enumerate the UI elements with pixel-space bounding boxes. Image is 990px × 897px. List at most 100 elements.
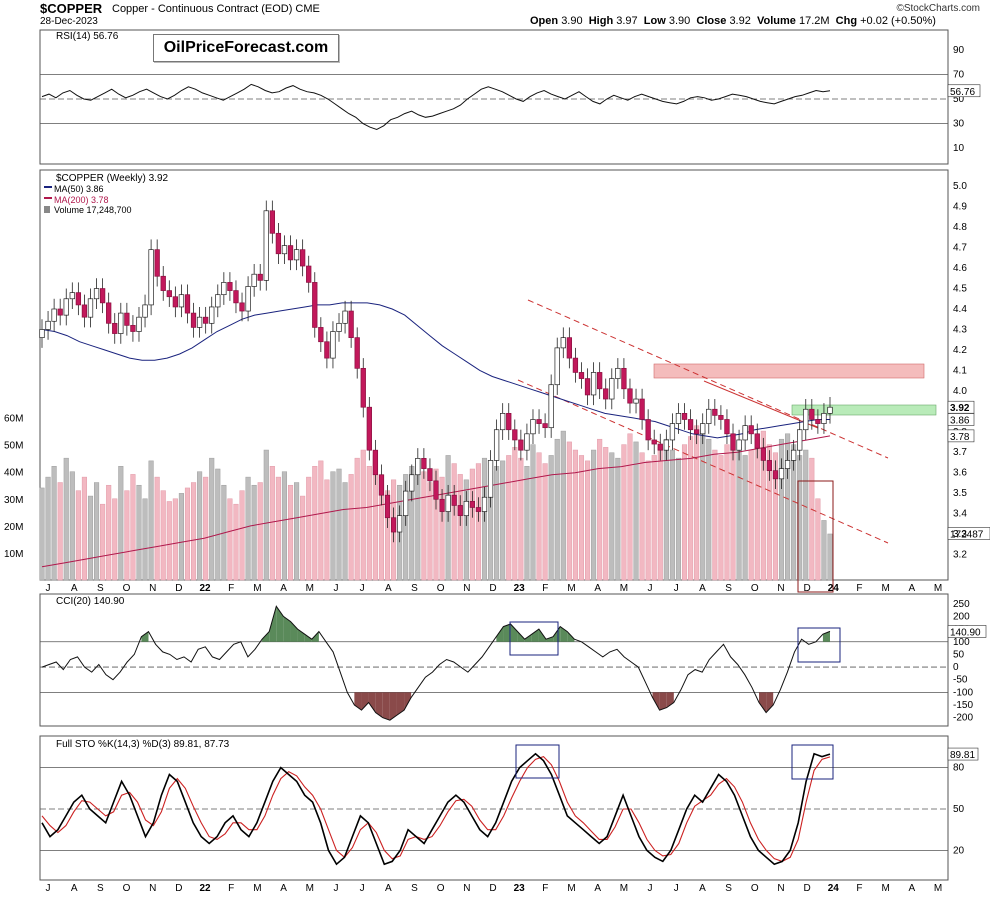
candle-body	[330, 331, 336, 359]
volume-bar	[597, 438, 603, 581]
candle-body	[469, 500, 476, 508]
volume-bar	[821, 520, 827, 581]
ma200-swatch	[44, 197, 52, 199]
x-axis-label: J	[674, 883, 679, 894]
volume-bar	[560, 430, 566, 581]
cci-tick-label: 250	[953, 599, 970, 610]
candle-body	[530, 419, 536, 435]
candle-body	[390, 517, 397, 533]
x-axis-label: A	[71, 883, 78, 894]
x-axis-label: M	[253, 583, 261, 594]
candle-body	[112, 322, 118, 334]
candle-body	[233, 290, 239, 304]
candle-body	[221, 282, 227, 296]
resistance-zone	[653, 363, 925, 379]
sto-current-tag	[947, 747, 979, 761]
volume-bar	[360, 449, 366, 581]
volume-bar	[94, 482, 100, 581]
candle-body	[166, 290, 172, 298]
volume-highlight-box	[797, 480, 834, 593]
candle-body	[645, 419, 651, 441]
volume-bar	[57, 482, 63, 581]
x-axis-label: A	[71, 583, 78, 594]
cci-highlight-box-1	[509, 621, 559, 656]
volume-bar	[178, 493, 184, 581]
volume-bar	[463, 479, 469, 581]
candle-body	[427, 468, 433, 482]
candle-body	[615, 367, 621, 379]
volume-tick-label: 50M	[4, 441, 23, 452]
x-axis-label: M	[567, 883, 575, 894]
cci-fill	[141, 606, 830, 721]
price-tick-label: 3.7	[953, 447, 967, 458]
price-tick-label: 4.0	[953, 386, 967, 397]
candle-body	[536, 419, 542, 424]
candle-body	[512, 429, 518, 441]
volume-bar	[281, 471, 288, 581]
volume-bar	[112, 498, 118, 581]
cci-overbought-fill	[269, 606, 277, 642]
price-tick-label: 3.5	[953, 488, 967, 499]
volume-bar	[572, 449, 578, 581]
x-axis-label: A	[385, 583, 392, 594]
volume-bar	[342, 482, 348, 581]
low-value: 3.90	[668, 15, 691, 27]
candle-body	[687, 419, 694, 431]
candle-body	[184, 294, 191, 314]
volume-swatch	[44, 206, 50, 213]
candle-body	[281, 245, 288, 255]
candle-body	[506, 413, 512, 431]
candle-body	[203, 316, 209, 324]
volume-bar	[736, 447, 742, 581]
volume-bar	[451, 463, 457, 581]
x-axis-label: A	[908, 883, 915, 894]
x-axis-middle: J A S O N D 22 F M A M J J A S O N D 23 F M A M J J A S O N D 24 F M A M	[46, 583, 943, 594]
price-tick-label: 3.2	[953, 550, 967, 561]
cci-label: CCI(20) 140.90	[56, 596, 125, 607]
volume-bar	[263, 449, 269, 581]
volume-bar	[457, 474, 463, 581]
candle-body	[178, 294, 185, 308]
cci-tick-label: 100	[953, 637, 970, 648]
x-axis-label: J	[360, 883, 365, 894]
cci-oversold-fill	[766, 692, 774, 713]
volume-bar	[330, 471, 336, 581]
volume-bar	[512, 447, 518, 581]
candle-body	[209, 306, 215, 324]
volume-bar	[294, 482, 300, 581]
cci-tick-label: -50	[953, 675, 968, 686]
volume-bar	[548, 455, 554, 581]
volume-bar	[69, 471, 75, 581]
candle-body	[760, 447, 766, 461]
price-tag-box	[947, 429, 975, 443]
candle-body	[421, 458, 427, 469]
candle-body	[548, 384, 554, 429]
x-axis-label: J	[333, 583, 338, 594]
sto-label: Full STO %K(14,3) %D(3) 89.81, 87.73	[56, 739, 230, 750]
volume-bar	[542, 463, 548, 581]
volume-tick-label: 60M	[4, 414, 23, 425]
volume-bar	[124, 490, 130, 581]
x-axis-label: S	[725, 583, 732, 594]
volume-bar	[718, 455, 724, 581]
candle-body	[342, 310, 348, 324]
candle-body	[275, 232, 282, 255]
candle-body	[718, 415, 724, 420]
x-axis-label: F	[856, 883, 862, 894]
cci-oversold-fill	[659, 692, 667, 711]
sto-highlight-box-2	[791, 744, 834, 780]
candle-body	[748, 425, 754, 435]
chg-label: Chg	[835, 15, 858, 27]
volume-tick-label: 20M	[4, 522, 23, 533]
x-axis-label: S	[411, 883, 418, 894]
brand-label: ©StockCharts.com	[896, 3, 980, 14]
close-value: 3.92	[729, 15, 751, 27]
candle-body	[130, 325, 136, 332]
sto-k-line	[41, 752, 831, 866]
volume-bar	[306, 476, 312, 581]
candle-body	[160, 275, 166, 291]
candle-body	[263, 210, 269, 281]
volume-bar	[609, 452, 615, 581]
candle-body	[542, 423, 548, 429]
